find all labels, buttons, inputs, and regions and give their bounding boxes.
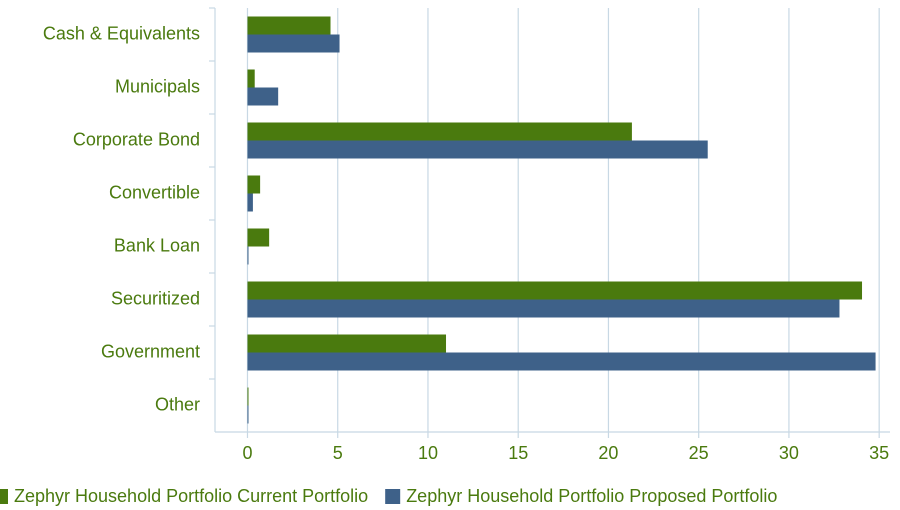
bar (247, 334, 447, 353)
bar (247, 352, 876, 371)
y-tick-label: Government (101, 341, 200, 361)
bar (247, 122, 632, 141)
bar (247, 228, 270, 247)
y-tick-label: Bank Loan (114, 235, 200, 255)
x-tick-label: 10 (418, 443, 438, 463)
x-tick-label: 35 (869, 443, 889, 463)
x-tick-label: 25 (689, 443, 709, 463)
bar (247, 16, 331, 35)
legend-swatch (0, 489, 8, 504)
legend-swatch (385, 489, 401, 504)
legend-label: Zephyr Household Portfolio Current Portf… (14, 486, 368, 506)
y-tick-label: Cash & Equivalents (43, 23, 200, 43)
bar (247, 175, 261, 194)
bar (247, 140, 708, 159)
bar (247, 246, 249, 265)
bar (247, 281, 863, 300)
bar (247, 34, 340, 53)
bar (247, 299, 840, 318)
y-tick-label: Other (155, 394, 200, 414)
x-tick-label: 0 (242, 443, 252, 463)
x-tick-label: 20 (598, 443, 618, 463)
x-tick-label: 30 (779, 443, 799, 463)
bar (247, 405, 249, 424)
y-tick-label: Convertible (109, 182, 200, 202)
x-tick-label: 5 (333, 443, 343, 463)
y-tick-label: Securitized (111, 288, 200, 308)
y-tick-label: Corporate Bond (73, 129, 200, 149)
bar (247, 69, 255, 88)
bar (247, 87, 279, 106)
bar (247, 387, 249, 406)
y-tick-label: Municipals (115, 76, 200, 96)
bar (247, 193, 253, 212)
x-tick-label: 15 (508, 443, 528, 463)
legend-label: Zephyr Household Portfolio Proposed Port… (406, 486, 777, 506)
